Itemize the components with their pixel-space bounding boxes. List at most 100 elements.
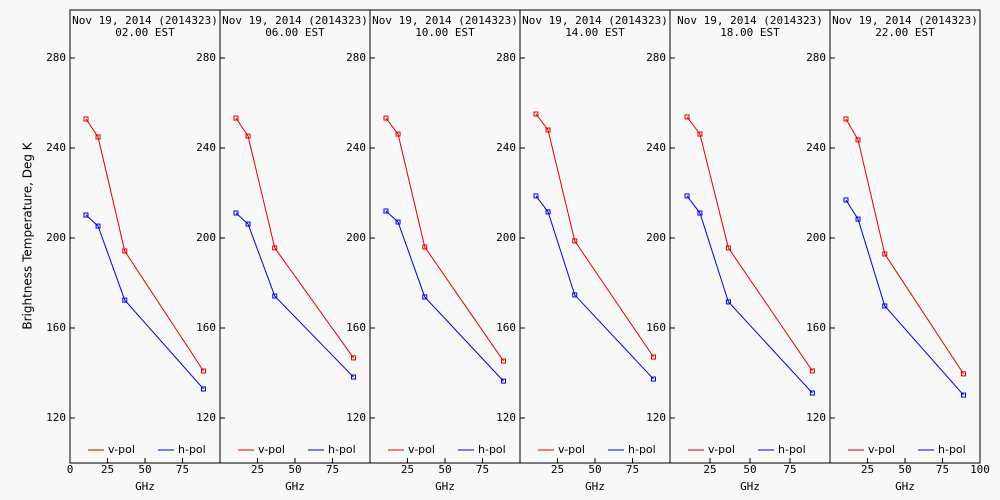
- point-marker: [545, 127, 551, 133]
- panel-title: Nov 19, 2014 (2014323): [522, 14, 668, 27]
- panel-subtitle: 10.00 EST: [415, 26, 475, 39]
- point-marker: [809, 390, 815, 396]
- x-axis-label: GHz: [135, 480, 155, 493]
- panel-subtitle: 18.00 EST: [720, 26, 780, 39]
- y-tick-label: 160: [646, 321, 666, 334]
- y-tick-label: 120: [646, 411, 666, 424]
- y-tick-label: 120: [196, 411, 216, 424]
- y-tick-label: 280: [46, 51, 66, 64]
- series-line: [686, 116, 813, 372]
- point-marker: [961, 392, 966, 398]
- y-tick-label: 280: [196, 51, 216, 64]
- y-tick-label: 240: [646, 141, 666, 154]
- point-marker: [697, 210, 703, 216]
- series-line: [845, 199, 964, 396]
- y-tick-label: 200: [646, 231, 666, 244]
- point-marker: [383, 208, 389, 214]
- x-tick-label: 75: [476, 463, 489, 476]
- x-tick-label: 25: [101, 463, 114, 476]
- series-line: [845, 118, 964, 375]
- point-marker: [725, 299, 731, 305]
- y-tick-label: 240: [496, 141, 516, 154]
- y-tick-label: 240: [46, 141, 66, 154]
- x-tick-label: 25: [861, 463, 874, 476]
- point-marker: [201, 368, 206, 374]
- legend-label: v-pol: [868, 443, 895, 456]
- series-line: [85, 118, 204, 372]
- point-marker: [95, 134, 101, 140]
- panel-title: Nov 19, 2014 (2014323): [832, 14, 978, 27]
- point-marker: [83, 212, 89, 218]
- point-marker: [383, 115, 389, 121]
- series-line: [535, 113, 654, 358]
- y-tick-label: 120: [806, 411, 826, 424]
- legend-label: v-pol: [558, 443, 585, 456]
- legend-label: h-pol: [628, 443, 656, 456]
- panel-title: Nov 19, 2014 (2014323): [677, 14, 823, 27]
- point-marker: [882, 251, 888, 257]
- y-tick-label: 280: [346, 51, 366, 64]
- point-marker: [809, 368, 815, 374]
- point-marker: [351, 355, 356, 361]
- x-tick-label: 75: [783, 463, 796, 476]
- panel-subtitle: 22.00 EST: [875, 26, 935, 39]
- panel-title: Nov 19, 2014 (2014323): [72, 14, 218, 27]
- x-tick-label: 75: [936, 463, 949, 476]
- point-marker: [233, 115, 239, 121]
- point-marker: [245, 221, 251, 227]
- x-tick-label: 25: [703, 463, 716, 476]
- point-marker: [122, 297, 128, 303]
- point-marker: [651, 376, 656, 382]
- y-tick-label: 280: [806, 51, 826, 64]
- point-marker: [961, 371, 966, 377]
- panel-subtitle: 02.00 EST: [115, 26, 175, 39]
- point-marker: [272, 245, 278, 251]
- point-marker: [122, 248, 128, 254]
- x-axis-label: GHz: [895, 480, 915, 493]
- point-marker: [651, 354, 656, 360]
- point-marker: [233, 210, 239, 216]
- x-tick-label: 0: [67, 463, 74, 476]
- point-marker: [351, 374, 356, 380]
- point-marker: [422, 294, 428, 300]
- point-marker: [572, 238, 578, 244]
- point-marker: [684, 193, 690, 199]
- point-marker: [422, 244, 428, 250]
- y-tick-label: 200: [196, 231, 216, 244]
- panel-title: Nov 19, 2014 (2014323): [372, 14, 518, 27]
- legend-label: h-pol: [328, 443, 356, 456]
- y-tick-label: 120: [346, 411, 366, 424]
- point-marker: [697, 131, 703, 137]
- series-line: [235, 212, 354, 378]
- legend-label: h-pol: [938, 443, 966, 456]
- series-line: [385, 117, 504, 362]
- y-tick-label: 160: [806, 321, 826, 334]
- series-line: [85, 214, 204, 390]
- point-marker: [95, 223, 101, 229]
- x-axis-label: GHz: [585, 480, 605, 493]
- x-tick-label: 100: [970, 463, 990, 476]
- x-tick-label: 75: [326, 463, 339, 476]
- point-marker: [572, 292, 578, 298]
- point-marker: [533, 193, 539, 199]
- x-tick-label: 50: [288, 463, 301, 476]
- legend-label: v-pol: [258, 443, 285, 456]
- legend-label: v-pol: [708, 443, 735, 456]
- x-tick-label: 75: [176, 463, 189, 476]
- point-marker: [843, 116, 849, 122]
- series-line: [235, 117, 354, 359]
- point-marker: [843, 197, 849, 203]
- point-marker: [201, 386, 206, 392]
- panel-frame: [829, 9, 981, 464]
- x-axis-label: GHz: [285, 480, 305, 493]
- y-tick-label: 120: [46, 411, 66, 424]
- legend-label: h-pol: [478, 443, 506, 456]
- point-marker: [501, 358, 506, 364]
- y-tick-label: 240: [196, 141, 216, 154]
- point-marker: [395, 131, 401, 137]
- point-marker: [272, 293, 278, 299]
- point-marker: [533, 111, 539, 117]
- y-axis-label: Brightness Temperature, Deg K: [21, 141, 35, 329]
- x-tick-label: 50: [898, 463, 911, 476]
